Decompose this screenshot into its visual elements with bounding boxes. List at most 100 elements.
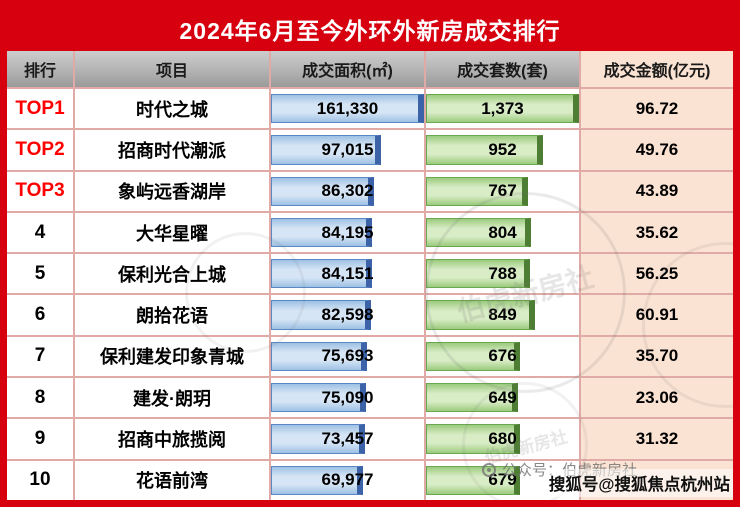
area-cell: 84,195	[271, 212, 426, 253]
area-bar	[271, 465, 363, 495]
area-cell: 161,330	[271, 89, 426, 129]
units-cell: 767	[426, 171, 581, 211]
area-bar	[271, 259, 373, 289]
amount-cell	[581, 460, 733, 500]
rank-cell: 4	[7, 212, 75, 253]
area-bar	[271, 94, 424, 124]
rank-label: 4	[34, 221, 46, 243]
header-rank: 排行	[7, 51, 75, 87]
units-bar	[426, 259, 530, 289]
amount-value: 56.25	[635, 263, 679, 283]
project-cell: 招商时代潮派	[75, 130, 271, 170]
rank-label: 8	[34, 386, 46, 408]
project-name: 花语前湾	[136, 471, 208, 492]
project-cell: 保利建发印象青城	[75, 336, 271, 377]
area-cell: 84,151	[271, 254, 426, 294]
area-value: 84,151	[321, 263, 374, 283]
rank-cell: 10	[7, 460, 75, 500]
project-name: 象屿远香湖岸	[118, 182, 226, 203]
header-area: 成交面积(㎡)	[271, 51, 426, 87]
table-row: 9 招商中旅揽阅 73,457 680 31.32	[7, 419, 733, 461]
rank-label: 10	[29, 469, 51, 491]
units-bar	[426, 176, 528, 206]
area-bar	[271, 341, 367, 372]
rank-label: 7	[34, 345, 46, 367]
units-value: 767	[488, 181, 517, 201]
area-value: 161,330	[316, 98, 379, 118]
table-row: 4 大华星曜 84,195 804 35.62	[7, 212, 733, 255]
table-row: TOP2 招商时代潮派 97,015 952 49.76	[7, 130, 733, 172]
amount-cell: 43.89	[581, 171, 733, 211]
units-bar	[426, 94, 579, 124]
area-bar	[271, 217, 373, 248]
units-bar	[426, 383, 518, 413]
table-row: TOP3 象屿远香湖岸 86,302 767 43.89	[7, 171, 733, 213]
amount-cell: 23.06	[581, 378, 733, 418]
table-body: TOP1 时代之城 161,330 1,373 96.72 TOP2 招商时代潮派 97,01…	[7, 89, 733, 500]
area-value: 75,693	[321, 346, 374, 366]
rank-cell: 9	[7, 419, 75, 459]
units-cell: 649	[426, 378, 581, 418]
units-value: 1,373	[481, 98, 524, 118]
project-cell: 象屿远香湖岸	[75, 171, 271, 211]
project-name: 时代之城	[136, 99, 208, 120]
project-name: 建发·朗玥	[133, 388, 211, 409]
project-name: 招商中旅揽阅	[118, 430, 226, 451]
units-cell: 788	[426, 254, 581, 294]
project-cell: 招商中旅揽阅	[75, 419, 271, 459]
project-cell: 朗拾花语	[75, 295, 271, 335]
rank-cell: TOP1	[7, 89, 75, 129]
area-bar	[271, 300, 372, 330]
units-value: 952	[488, 139, 517, 159]
page-title: 2024年6月至今外环外新房成交排行	[7, 7, 733, 51]
rank-cell: TOP2	[7, 130, 75, 170]
area-value: 86,302	[321, 181, 374, 201]
amount-cell: 96.72	[581, 89, 733, 129]
units-bar	[426, 465, 521, 495]
project-name: 朗拾花语	[136, 306, 208, 327]
area-cell: 75,090	[271, 378, 426, 418]
table-row: 8 建发·朗玥 75,090 649 23.06	[7, 378, 733, 420]
amount-value: 35.62	[635, 222, 679, 242]
units-bar	[426, 424, 521, 454]
rank-label: TOP3	[15, 180, 65, 202]
header-amount: 成交金额(亿元)	[581, 51, 733, 87]
amount-value: 31.32	[635, 429, 679, 449]
units-cell: 1,373	[426, 89, 581, 129]
table-header-row: 排行 项目 成交面积(㎡) 成交套数(套) 成交金额(亿元)	[7, 51, 733, 89]
amount-value: 60.91	[635, 305, 679, 325]
rank-label: TOP2	[15, 138, 65, 160]
amount-value: 43.89	[635, 181, 679, 201]
rank-label: 6	[34, 304, 46, 326]
area-cell: 75,693	[271, 336, 426, 377]
amount-cell: 60.91	[581, 295, 733, 335]
project-name: 大华星曜	[136, 223, 208, 244]
header-project: 项目	[75, 51, 271, 87]
area-cell: 82,598	[271, 295, 426, 335]
units-value: 649	[488, 387, 517, 407]
units-value: 676	[488, 346, 517, 366]
amount-cell: 49.76	[581, 130, 733, 170]
table-row: 6 朗拾花语 82,598 849 60.91	[7, 295, 733, 337]
area-value: 97,015	[321, 139, 374, 159]
area-bar	[271, 383, 367, 413]
area-bar	[271, 135, 381, 165]
units-value: 788	[488, 263, 517, 283]
project-cell: 花语前湾	[75, 460, 271, 500]
units-bar	[426, 341, 521, 372]
rank-label: TOP1	[15, 97, 65, 119]
area-bar	[271, 176, 374, 206]
units-value: 680	[488, 429, 517, 449]
amount-value: 23.06	[635, 387, 679, 407]
amount-value: 96.72	[635, 98, 679, 118]
area-cell: 69,977	[271, 460, 426, 500]
amount-value: 35.70	[635, 346, 679, 366]
amount-cell: 35.62	[581, 212, 733, 253]
area-cell: 86,302	[271, 171, 426, 211]
rank-label: 9	[34, 428, 46, 450]
amount-value: 49.76	[635, 139, 679, 159]
units-value: 679	[488, 470, 517, 490]
rank-label: 5	[34, 262, 46, 284]
units-cell: 849	[426, 295, 581, 335]
